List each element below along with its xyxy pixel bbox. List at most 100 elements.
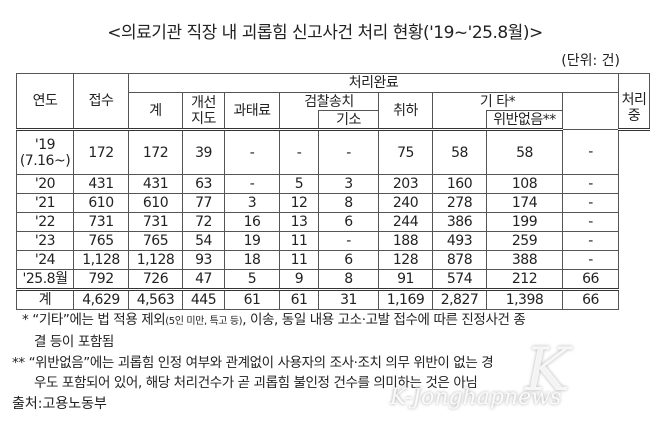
value-cell: 128 xyxy=(378,250,433,270)
value-cell: 66 xyxy=(562,288,619,310)
value-cell: 445 xyxy=(182,288,225,310)
value-cell: 203 xyxy=(378,174,433,194)
value-cell: 259 xyxy=(486,231,563,251)
header-no-violation: 위반없음** xyxy=(486,110,563,131)
year-cell: '23 xyxy=(16,231,74,251)
footnote-other: * “기타”에는 법 적용 제외(5인 미만, 특고 등), 이송, 동일 내용… xyxy=(22,310,526,352)
value-cell: 91 xyxy=(378,269,433,290)
value-cell: 610 xyxy=(73,193,129,213)
watermark-text: K-Jonghapnews xyxy=(390,385,562,410)
table-title: <의료기관 직장 내 괴롭힘 신고사건 처리 현황('19~'25.8월)> xyxy=(107,23,543,43)
value-cell: 431 xyxy=(73,174,129,194)
value-cell: 11 xyxy=(279,250,319,270)
source-label: 출처:고용노동부 xyxy=(12,396,107,412)
year-cell: '24 xyxy=(16,250,74,270)
value-cell: 2,827 xyxy=(432,288,487,310)
value-cell: 4,629 xyxy=(73,288,129,310)
value-cell: 54 xyxy=(182,231,225,251)
value-cell: 9 xyxy=(279,269,319,290)
value-cell: 188 xyxy=(378,231,433,251)
year-cell: '20 xyxy=(16,174,74,194)
value-cell: 1,398 xyxy=(486,288,563,310)
header-other-blank xyxy=(432,110,487,131)
table-row: '22 731 731 72 16 13 6 244 386 199- xyxy=(16,212,650,232)
value-cell: - xyxy=(562,174,619,194)
value-cell: 765 xyxy=(128,231,183,251)
year-cell: '19 (7.16~) xyxy=(16,129,74,175)
header-other: 기 타* xyxy=(432,92,563,111)
value-cell: 5 xyxy=(279,174,319,194)
value-cell: 878 xyxy=(432,250,487,270)
value-cell: 431 xyxy=(128,174,183,194)
value-cell: 6 xyxy=(318,212,379,232)
unit-label: (단위: 건) xyxy=(561,53,620,69)
footnote-text: ** “위반없음”에는 괴롭힘 인정 여부와 관계없이 사용자의 조사·조치 의… xyxy=(12,355,494,371)
value-cell: 3 xyxy=(224,193,280,213)
value-cell: 388 xyxy=(486,250,563,270)
value-cell: 13 xyxy=(279,212,319,232)
watermark-logo: K xyxy=(525,335,570,405)
value-cell: 108 xyxy=(486,174,563,194)
value-cell: 493 xyxy=(432,231,487,251)
value-cell: 77 xyxy=(182,193,225,213)
value-cell: 199 xyxy=(486,212,563,232)
total-row: 계 4,629 4,563 445 61 61 31 1,169 2,827 1… xyxy=(16,288,650,310)
value-cell: - xyxy=(562,212,619,232)
value-cell: 66 xyxy=(562,269,619,290)
value-cell: 93 xyxy=(182,250,225,270)
value-cell: 5 xyxy=(224,269,280,290)
value-cell: - xyxy=(224,129,280,175)
value-cell: 1,169 xyxy=(378,288,433,310)
value-cell: 6 xyxy=(318,250,379,270)
table-row: '21 610 610 77 3 12 8 240 278 174- xyxy=(16,193,650,213)
value-cell: 3 xyxy=(318,174,379,194)
header-year: 연도 xyxy=(16,73,74,131)
value-cell: 1,128 xyxy=(73,250,129,270)
value-cell: - xyxy=(224,174,280,194)
value-cell: - xyxy=(279,129,319,175)
year-cell: 계 xyxy=(16,288,74,310)
value-cell: 8 xyxy=(318,269,379,290)
table-row: '24 1,128 1,128 93 18 11 6 128 878 388- xyxy=(16,250,650,270)
value-cell: 731 xyxy=(73,212,129,232)
value-cell: 174 xyxy=(486,193,563,213)
value-cell: 244 xyxy=(378,212,433,232)
value-cell: 31 xyxy=(318,288,379,310)
value-cell: 172 xyxy=(128,129,183,175)
header-prosecution-blank xyxy=(279,110,319,131)
value-cell: 731 xyxy=(128,212,183,232)
value-cell: - xyxy=(562,231,619,251)
footnote-text: * “기타”에는 법 적용 제외 xyxy=(22,312,166,328)
value-cell: 12 xyxy=(279,193,319,213)
footnote-no-violation: ** “위반없음”에는 괴롭힘 인정 여부와 관계없이 사용자의 조사·조치 의… xyxy=(12,353,494,393)
value-cell: 61 xyxy=(279,288,319,310)
value-cell: - xyxy=(318,129,379,175)
value-cell: 212 xyxy=(486,269,563,290)
header-in-progress: 처리중 xyxy=(618,73,650,131)
header-received: 접수 xyxy=(73,73,129,131)
value-cell: 792 xyxy=(73,269,129,290)
footnote-text: , 이송, 동일 내용 고소·고발 접수에 따른 진정사건 종 xyxy=(242,312,526,328)
year-cell: '21 xyxy=(16,193,74,213)
header-indicted: 기소 xyxy=(318,110,379,131)
table-row: '25.8월 792 726 47 5 9 8 91 574 212 66 xyxy=(16,269,650,290)
value-cell: - xyxy=(562,129,619,175)
value-cell: 386 xyxy=(432,212,487,232)
value-cell: 278 xyxy=(432,193,487,213)
year-cell: '25.8월 xyxy=(16,269,74,290)
value-cell: - xyxy=(562,193,619,213)
header-withdrawn: 취하 xyxy=(378,92,433,131)
value-cell: 610 xyxy=(128,193,183,213)
value-cell: 11 xyxy=(279,231,319,251)
value-cell: 61 xyxy=(224,288,280,310)
table-row: '23 765 765 54 19 11-188 493 259- xyxy=(16,231,650,251)
value-cell: 8 xyxy=(318,193,379,213)
harassment-report-table: 연도 접수 처리완료 처리중 계 개선 지도 과태료 검찰송치 취하 기 타* … xyxy=(16,73,650,310)
value-cell: 18 xyxy=(224,250,280,270)
value-cell: 72 xyxy=(182,212,225,232)
value-cell: 4,563 xyxy=(128,288,183,310)
value-cell: 160 xyxy=(432,174,487,194)
footnote-small-text: (5인 미만, 특고 등) xyxy=(165,316,243,327)
value-cell: 172 xyxy=(73,129,129,175)
footnote-text: 우도 포함되어 있어, 해당 처리건수가 곧 괴롭힘 불인정 건수를 의미하는 … xyxy=(34,375,478,391)
